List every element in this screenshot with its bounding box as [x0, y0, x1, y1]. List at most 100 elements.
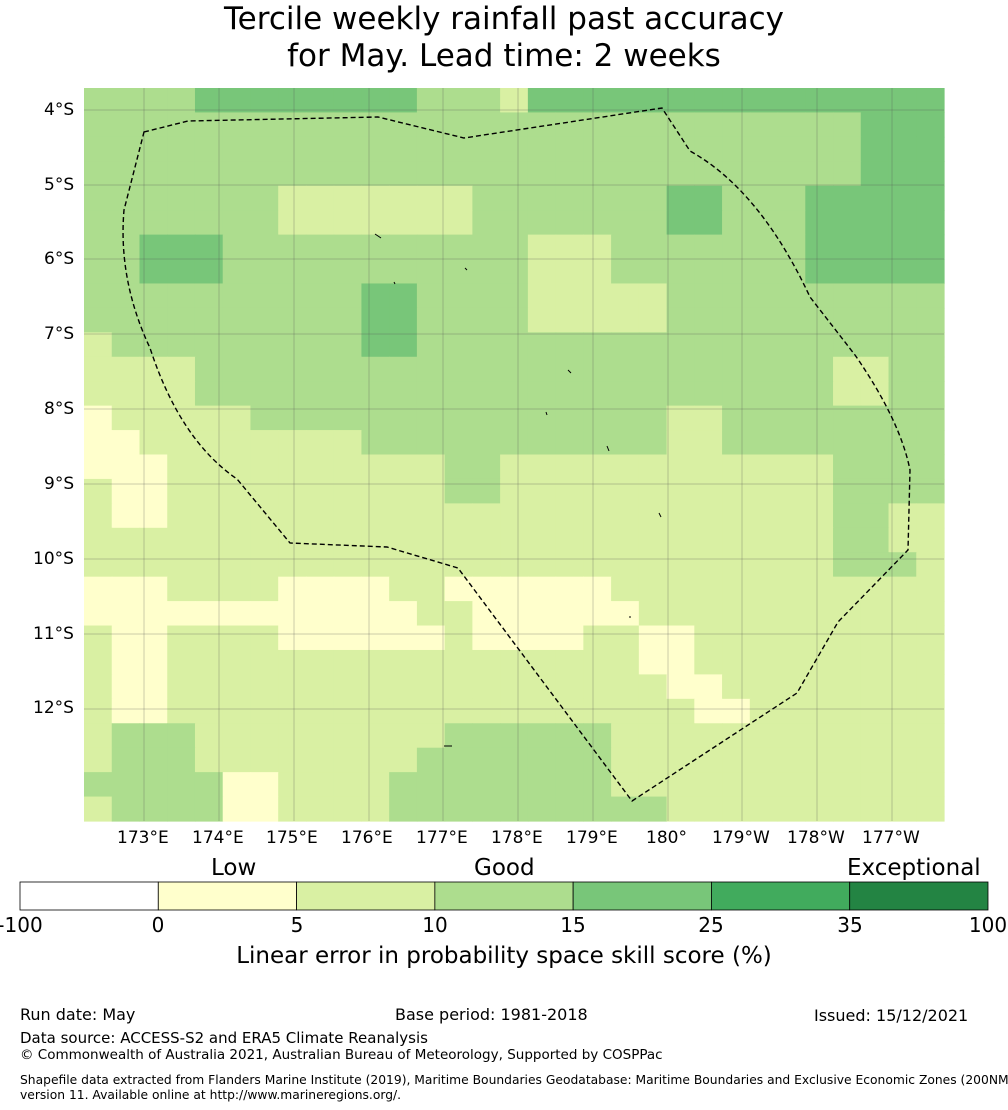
- colorbar-xlabel: Linear error in probability space skill …: [236, 943, 772, 969]
- grid-cell: [139, 772, 168, 798]
- grid-cell: [500, 698, 529, 724]
- grid-cell: [416, 307, 446, 333]
- grid-cell: [84, 796, 113, 822]
- grid-cell: [222, 112, 252, 138]
- grid-cell: [472, 625, 501, 651]
- grid-cell: [777, 478, 806, 504]
- grid-cell: [416, 405, 446, 431]
- grid-cell: [611, 405, 640, 431]
- grid-cell: [555, 478, 584, 504]
- grid-cell: [833, 649, 862, 675]
- grid-cell: [555, 454, 584, 480]
- grid-cell: [611, 332, 640, 358]
- category-good-label: Good: [474, 855, 535, 881]
- grid-cell: [500, 381, 529, 407]
- grid-cell: [333, 796, 363, 822]
- grid-cell: [416, 698, 446, 724]
- grid-cell: [888, 674, 917, 700]
- grid-cell: [860, 601, 890, 627]
- grid-cell: [805, 552, 834, 578]
- grid-cell: [250, 772, 279, 798]
- grid-cell: [555, 649, 584, 675]
- grid-cell: [305, 601, 335, 627]
- grid-cell: [694, 234, 723, 260]
- grid-cell: [278, 356, 307, 382]
- grid-cell: [389, 454, 418, 480]
- grid-cell: [777, 747, 806, 773]
- grid-cell: [194, 185, 224, 211]
- grid-cell: [611, 234, 640, 260]
- grid-cell: [611, 259, 640, 285]
- grid-cell: [194, 674, 224, 700]
- grid-cell: [111, 381, 141, 407]
- grid-cell: [833, 307, 862, 333]
- grid-cell: [722, 772, 751, 798]
- grid-cell: [84, 112, 113, 138]
- grid-cell: [444, 454, 473, 480]
- grid-cell: [694, 161, 723, 187]
- shapefile-credit-line-2: version 11. Available online at http://w…: [20, 1088, 402, 1102]
- grid-cell: [111, 503, 141, 529]
- grid-cell: [916, 601, 945, 627]
- grid-cell: [333, 552, 363, 578]
- grid-cell: [389, 185, 418, 211]
- grid-cell: [500, 796, 529, 822]
- grid-cell: [222, 283, 252, 309]
- grid-cell: [416, 601, 446, 627]
- grid-cell: [84, 210, 113, 236]
- grid-cell: [722, 649, 751, 675]
- grid-cell: [638, 674, 668, 700]
- grid-cell: [583, 576, 612, 602]
- grid-cell: [139, 332, 168, 358]
- grid-cell: [833, 136, 862, 162]
- grid-cell: [638, 136, 668, 162]
- grid-cell: [139, 307, 168, 333]
- grid-cell: [638, 454, 668, 480]
- grid-cell: [611, 356, 640, 382]
- grid-cell: [527, 698, 557, 724]
- grid-cell: [111, 601, 141, 627]
- grid-cell: [139, 674, 168, 700]
- grid-cell: [416, 112, 446, 138]
- grid-cell: [694, 112, 723, 138]
- grid-cell: [833, 747, 862, 773]
- grid-cell: [250, 112, 279, 138]
- grid-cell: [167, 698, 196, 724]
- grid-cell: [194, 723, 224, 749]
- grid-cell: [416, 234, 446, 260]
- grid-cell: [722, 454, 751, 480]
- grid-cell: [416, 88, 446, 114]
- grid-cell: [527, 674, 557, 700]
- grid-cell: [389, 259, 418, 285]
- grid-cell: [916, 210, 945, 236]
- grid-cell: [694, 430, 723, 456]
- grid-cell: [833, 161, 862, 187]
- grid-cell: [84, 649, 113, 675]
- grid-cell: [722, 625, 751, 651]
- grid-cell: [722, 136, 751, 162]
- grid-cell: [305, 796, 335, 822]
- grid-cell: [555, 576, 584, 602]
- grid-cell: [389, 210, 418, 236]
- grid-cell: [833, 185, 862, 211]
- grid-cell: [416, 503, 446, 529]
- grid-cell: [749, 307, 779, 333]
- lat-label: 6°S: [44, 249, 75, 269]
- grid-cell: [916, 527, 945, 553]
- grid-cell: [222, 454, 252, 480]
- grid-cell: [555, 625, 584, 651]
- grid-cell: [333, 210, 363, 236]
- grid-cell: [250, 185, 279, 211]
- grid-cell: [194, 161, 224, 187]
- grid-cell: [749, 478, 779, 504]
- grid-cell: [805, 576, 834, 602]
- grid-cell: [444, 723, 473, 749]
- grid-cell: [472, 772, 501, 798]
- grid-cell: [194, 625, 224, 651]
- grid-cell: [555, 332, 584, 358]
- grid-cell: [111, 576, 141, 602]
- grid-cell: [916, 112, 945, 138]
- grid-cell: [555, 136, 584, 162]
- grid-cell: [860, 332, 890, 358]
- grid-cell: [722, 503, 751, 529]
